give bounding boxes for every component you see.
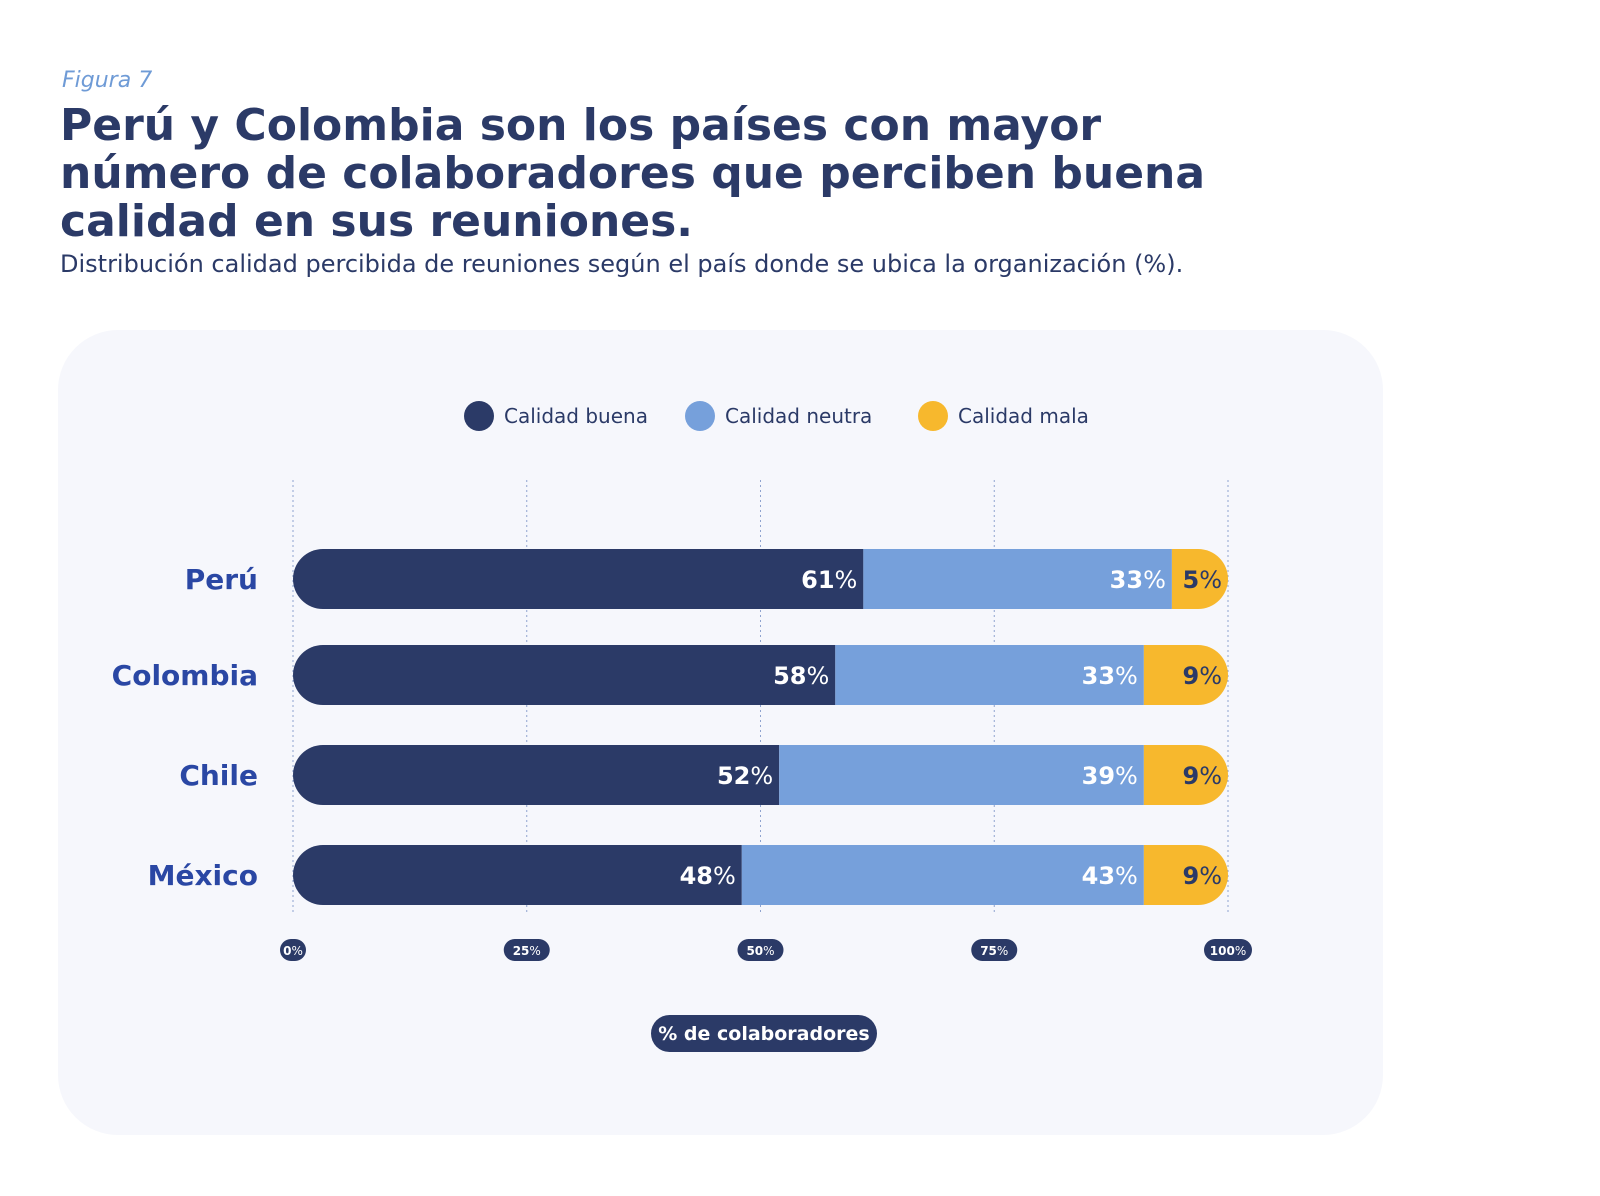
x-axis-ticks: 0% 25% 50% 75% 100%	[280, 939, 1252, 961]
figure-label: Figura 7	[62, 68, 153, 93]
x-axis-label-pill	[651, 1015, 877, 1052]
data-label: 48%	[680, 862, 736, 890]
bar-segment	[1143, 745, 1228, 805]
tick-pill	[971, 939, 1018, 961]
tick-pill	[503, 939, 550, 961]
legend-label: Calidad neutra	[725, 404, 872, 428]
data-label: 33%	[1110, 566, 1166, 594]
chart-title: Perú y Colombia son los países con mayor…	[60, 100, 1206, 247]
bar-segment	[1171, 549, 1228, 609]
legend-swatch	[464, 401, 494, 431]
tick: 75%	[971, 939, 1018, 961]
data-label: 9%	[1182, 762, 1222, 790]
data-label: 58%	[773, 662, 829, 690]
data-label: 52%	[717, 762, 773, 790]
data-label: 33%	[1082, 662, 1138, 690]
data-label: 5%	[1182, 566, 1222, 594]
tick-pill	[280, 939, 306, 961]
bar-row: Colombia 58% 33% 9%	[112, 645, 1228, 705]
data-label: 9%	[1182, 662, 1222, 690]
bar-segment	[293, 845, 742, 905]
tick-label: 25%	[513, 944, 541, 958]
bar-segment	[293, 549, 864, 609]
tick-label: 75%	[980, 944, 1008, 958]
bar-segment	[293, 645, 836, 705]
category-label: México	[148, 859, 258, 892]
tick-label: 0%	[283, 944, 303, 958]
bar-segment	[835, 645, 1144, 705]
bar-row: Perú 61% 33% 5%	[185, 549, 1228, 609]
tick-pill	[737, 939, 784, 961]
tick: 25%	[503, 939, 550, 961]
category-label: Chile	[179, 759, 258, 792]
bar-segment	[779, 745, 1144, 805]
data-label: 9%	[1182, 862, 1222, 890]
legend-item: Calidad neutra	[685, 401, 872, 431]
tick-pill	[1204, 939, 1252, 961]
legend-swatch	[685, 401, 715, 431]
tick: 50%	[737, 939, 784, 961]
stacked-bar-chart: Perú 61% 33% 5% Colombia 58% 33% 9% Chile 52% 39% 9…	[112, 401, 1252, 1052]
legend-item: Calidad buena	[464, 401, 648, 431]
tick: 100%	[1204, 939, 1252, 961]
tick: 0%	[280, 939, 306, 961]
bar-segment	[741, 845, 1144, 905]
bar-segment	[1143, 645, 1228, 705]
bars: Perú 61% 33% 5% Colombia 58% 33% 9% Chile 52% 39% 9…	[112, 549, 1228, 905]
chart-panel: Perú 61% 33% 5% Colombia 58% 33% 9% Chile 52% 39% 9…	[58, 330, 1383, 1135]
legend-label: Calidad buena	[504, 404, 648, 428]
bar-row: Chile 52% 39% 9%	[179, 745, 1228, 805]
legend-swatch	[918, 401, 948, 431]
tick-label: 100%	[1210, 944, 1246, 958]
data-label: 39%	[1082, 762, 1138, 790]
legend-item: Calidad mala	[918, 401, 1089, 431]
category-label: Colombia	[112, 659, 258, 692]
x-axis-label-text: % de colaboradores	[658, 1023, 869, 1045]
bar-row: México 48% 43% 9%	[148, 845, 1228, 905]
chart-subtitle: Distribución calidad percibida de reunio…	[60, 250, 1184, 278]
data-label: 43%	[1082, 862, 1138, 890]
category-label: Perú	[185, 563, 258, 596]
legend-label: Calidad mala	[958, 404, 1089, 428]
bar-segment	[293, 745, 780, 805]
tick-label: 50%	[746, 944, 774, 958]
bar-segment	[1143, 845, 1228, 905]
legend: Calidad buena Calidad neutra Calidad mala	[464, 401, 1089, 431]
x-axis-label: % de colaboradores	[651, 1015, 877, 1052]
data-label: 61%	[801, 566, 857, 594]
bar-segment	[863, 549, 1172, 609]
